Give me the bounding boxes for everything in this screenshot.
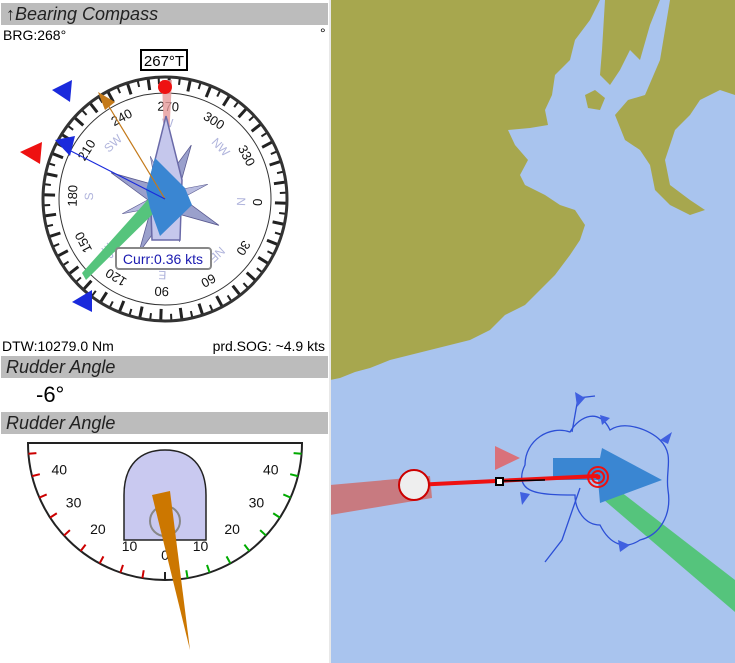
wind-marker <box>495 446 520 470</box>
rudder-starboard-label: 10 <box>193 538 209 554</box>
rudder-starboard-label: 30 <box>249 494 265 510</box>
boundary-outline <box>521 415 670 546</box>
bearing-line <box>104 99 166 200</box>
rudder-needle <box>152 491 190 650</box>
target-marker-center <box>595 474 601 480</box>
cog-line <box>499 479 546 482</box>
marker-blue-icon <box>52 80 72 102</box>
boat-marker[interactable] <box>495 477 504 486</box>
up-arrow-icon: ↑ <box>6 4 15 24</box>
rudder-value-title: Rudder Angle <box>6 357 116 377</box>
rudder-gauge-header[interactable]: Rudder Angle <box>1 412 328 434</box>
instrument-panel: ↑Bearing Compass BRG:268° ° 0 30 60 90 120 15… <box>0 0 330 663</box>
current-direction-band <box>82 195 162 280</box>
compass-cardinal-label: SW <box>101 131 125 155</box>
compass-cardinal-label: E <box>158 268 166 282</box>
compass-scale-label: 30 <box>233 238 253 258</box>
compass-scale-label: 0 <box>250 198 265 206</box>
marker-blue-icon <box>72 290 92 312</box>
rudder-starboard-label: 20 <box>224 521 240 537</box>
land-island <box>600 0 660 85</box>
bearing-readout: BRG:268° <box>3 27 67 43</box>
bearing-compass-dial: 0306090120150180210240270300330 NNEESESS… <box>20 49 289 323</box>
target-marker-inner <box>591 470 605 484</box>
rudder-value-header[interactable]: Rudder Angle <box>1 356 328 378</box>
land-island <box>585 90 605 110</box>
heading-dot <box>158 80 172 94</box>
rudder-port-label: 20 <box>90 521 106 537</box>
direction-arrow <box>600 415 610 425</box>
land-area <box>330 0 600 380</box>
rudder-scale-labels: 40 30 20 10 40 30 20 10 0 <box>51 461 278 563</box>
direction-arrow <box>618 540 630 552</box>
heading-value: 267°T <box>144 53 184 70</box>
rudder-port-label: 30 <box>66 494 82 510</box>
compass-scale-label: 150 <box>72 229 95 255</box>
compass-scale-label: 330 <box>235 142 258 168</box>
degree-unit: ° <box>320 25 326 41</box>
panel-divider <box>329 0 331 663</box>
compass-cardinal-label: N <box>234 197 248 206</box>
current-arrow <box>146 158 192 236</box>
rudder-gauge-title: Rudder Angle <box>6 413 116 433</box>
rudder-center-label: 0 <box>161 547 169 563</box>
bearing-compass-header[interactable]: ↑Bearing Compass <box>1 3 328 25</box>
waypoint-marker[interactable] <box>398 469 430 501</box>
compass-scale-label: 90 <box>154 284 169 299</box>
compass-scale-label: 240 <box>108 106 134 129</box>
rudder-gauge-outline <box>26 442 304 581</box>
rudder-port-label: 40 <box>51 461 67 477</box>
sog-readout: prd.SOG: ~4.9 kts <box>212 338 325 354</box>
heading-box <box>140 49 188 71</box>
rudder-starboard-label: 40 <box>263 461 279 477</box>
current-box <box>115 247 212 270</box>
wind-marker-icon <box>20 142 42 164</box>
dtw-readout: DTW:10279.0 Nm <box>2 338 114 354</box>
rudder-angle-value: -6° <box>36 382 65 407</box>
direction-arrow <box>660 432 672 444</box>
marker-blue-icon <box>55 136 75 156</box>
land-island <box>615 0 735 215</box>
rudder-tick-marks <box>28 452 302 580</box>
current-value: Curr:0.36 kts <box>123 251 203 267</box>
compass-scale-label: 60 <box>199 271 219 291</box>
drift-current-band <box>604 485 735 612</box>
boundary-outline <box>544 487 581 563</box>
compass-cardinal-label: NW <box>209 135 233 160</box>
direction-arrow <box>575 392 585 407</box>
cog-line <box>64 147 166 200</box>
target-marker[interactable] <box>587 466 609 488</box>
rudder-gauge: 40 30 20 10 40 30 20 10 0 <box>26 442 304 650</box>
compass-scale-label: 180 <box>65 185 81 207</box>
compass-cardinal-label: S <box>82 192 96 200</box>
bearing-compass-title: Bearing Compass <box>15 4 159 24</box>
direction-arrow <box>520 492 530 505</box>
compass-scale-label: 300 <box>201 108 227 132</box>
bearing-pointer <box>98 92 115 110</box>
rudder-port-label: 10 <box>122 538 138 554</box>
